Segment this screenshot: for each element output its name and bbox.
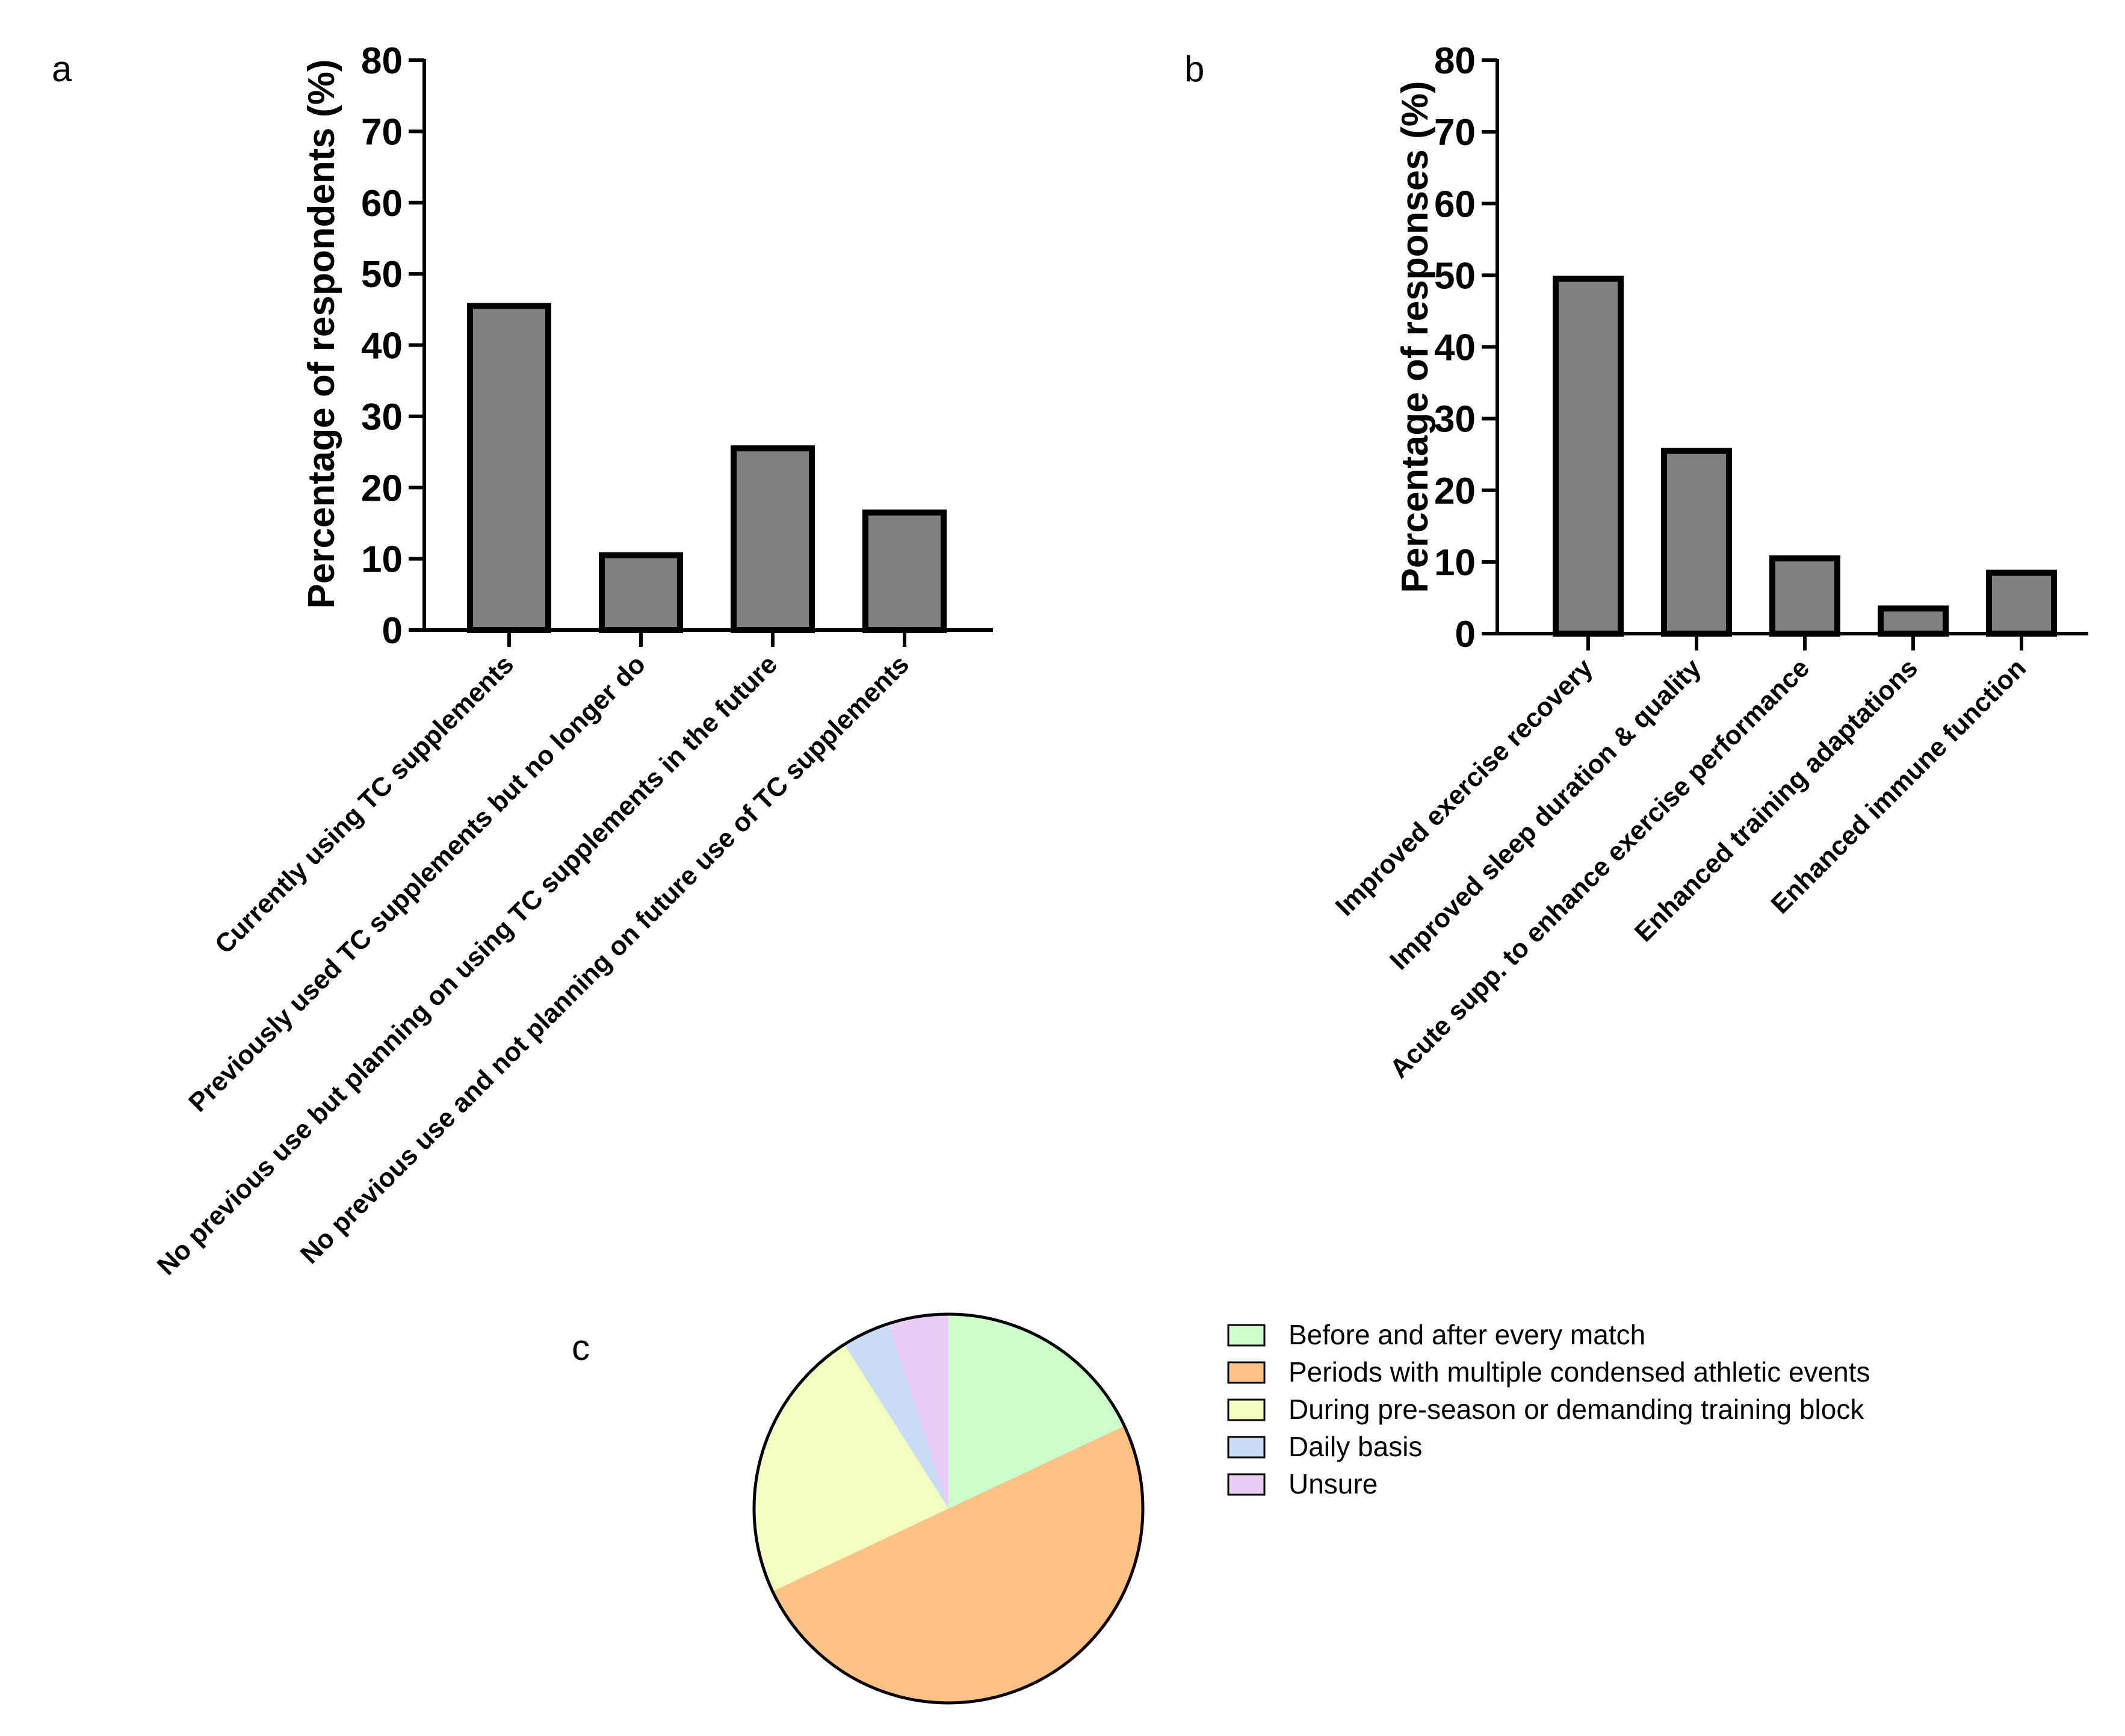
legend-swatch [1227, 1324, 1266, 1347]
legend-swatch [1227, 1436, 1266, 1459]
y-tick-label: 20 [1434, 471, 1476, 512]
y-tick-label: 40 [361, 326, 403, 367]
legend-label: Unsure [1288, 1468, 1378, 1500]
bar [467, 303, 551, 633]
bar [731, 445, 815, 633]
y-tick-label: 40 [1434, 327, 1476, 369]
y-tick-label: 50 [1434, 255, 1476, 297]
legend-label: Before and after every match [1288, 1319, 1645, 1350]
bar-chart-b: b Percentage of responses (%) 0 10 20 30 40 5… [1184, 40, 2088, 1084]
pie-slice [772, 1426, 1143, 1703]
a-plot-area: 0 10 20 30 40 50 60 70 80 Currently using TC supp… [152, 40, 993, 1281]
pie-slice [948, 1314, 1125, 1509]
bar [1986, 569, 2057, 637]
y-tick-label: 30 [361, 397, 403, 438]
bar-chart-a: a Percentage of respondents (%) 0 10 20 30 4… [52, 40, 993, 1281]
bar [1769, 555, 1840, 637]
y-axis-title-a: Percentage of respondents (%) [301, 60, 342, 609]
bar [862, 509, 947, 634]
pie-slice [844, 1323, 948, 1509]
legend-swatch [1227, 1398, 1266, 1421]
legend-label: Periods with multiple condensed athletic… [1288, 1356, 1870, 1388]
pie-legend: Before and after every match Periods with… [1227, 1319, 1870, 1500]
x-category-label: No previous use and not planning on futu… [295, 649, 915, 1269]
y-tick-label: 70 [1434, 112, 1476, 153]
y-tick-label: 0 [382, 610, 403, 652]
y-tick-label: 0 [1455, 614, 1476, 655]
pie-slice [888, 1314, 948, 1509]
legend-swatch [1227, 1361, 1266, 1384]
bar [1553, 276, 1624, 637]
panel-letter-c: c [572, 1327, 590, 1368]
pie-slice [753, 1344, 948, 1592]
bar [1878, 605, 1949, 637]
pie-chart-c: c Before and after every match Periods wi… [572, 1312, 1870, 1705]
y-axis-title-b: Percentage of responses (%) [1394, 81, 1436, 593]
y-tick-label: 60 [1434, 184, 1476, 225]
x-category-label: Previously used TC supplements but no lo… [183, 649, 651, 1117]
bar [1661, 448, 1732, 637]
y-tick-label: 80 [361, 40, 403, 82]
y-tick-label: 50 [361, 254, 403, 295]
bar [599, 552, 683, 633]
legend-label: During pre-season or demanding training … [1288, 1394, 1864, 1425]
y-tick-label: 80 [1434, 40, 1476, 82]
y-tick-label: 10 [361, 539, 403, 581]
panel-letter-a: a [52, 49, 72, 89]
legend-label: Daily basis [1288, 1431, 1422, 1462]
pie-slices [753, 1314, 1143, 1703]
x-category-label: Currently using TC supplements [209, 649, 519, 959]
y-tick-label: 10 [1434, 542, 1476, 584]
y-tick-label: 30 [1434, 399, 1476, 440]
y-tick-label: 70 [361, 111, 403, 153]
x-category-label: No previous use but planning on using TC… [152, 649, 783, 1280]
x-category-label: Acute supp. to enhance exercise performa… [1384, 653, 1815, 1084]
pie-outline [752, 1312, 1145, 1705]
y-tick-label: 60 [361, 183, 403, 224]
panel-letter-b: b [1184, 49, 1204, 89]
y-tick-label: 20 [361, 468, 403, 509]
legend-swatch [1227, 1473, 1266, 1496]
